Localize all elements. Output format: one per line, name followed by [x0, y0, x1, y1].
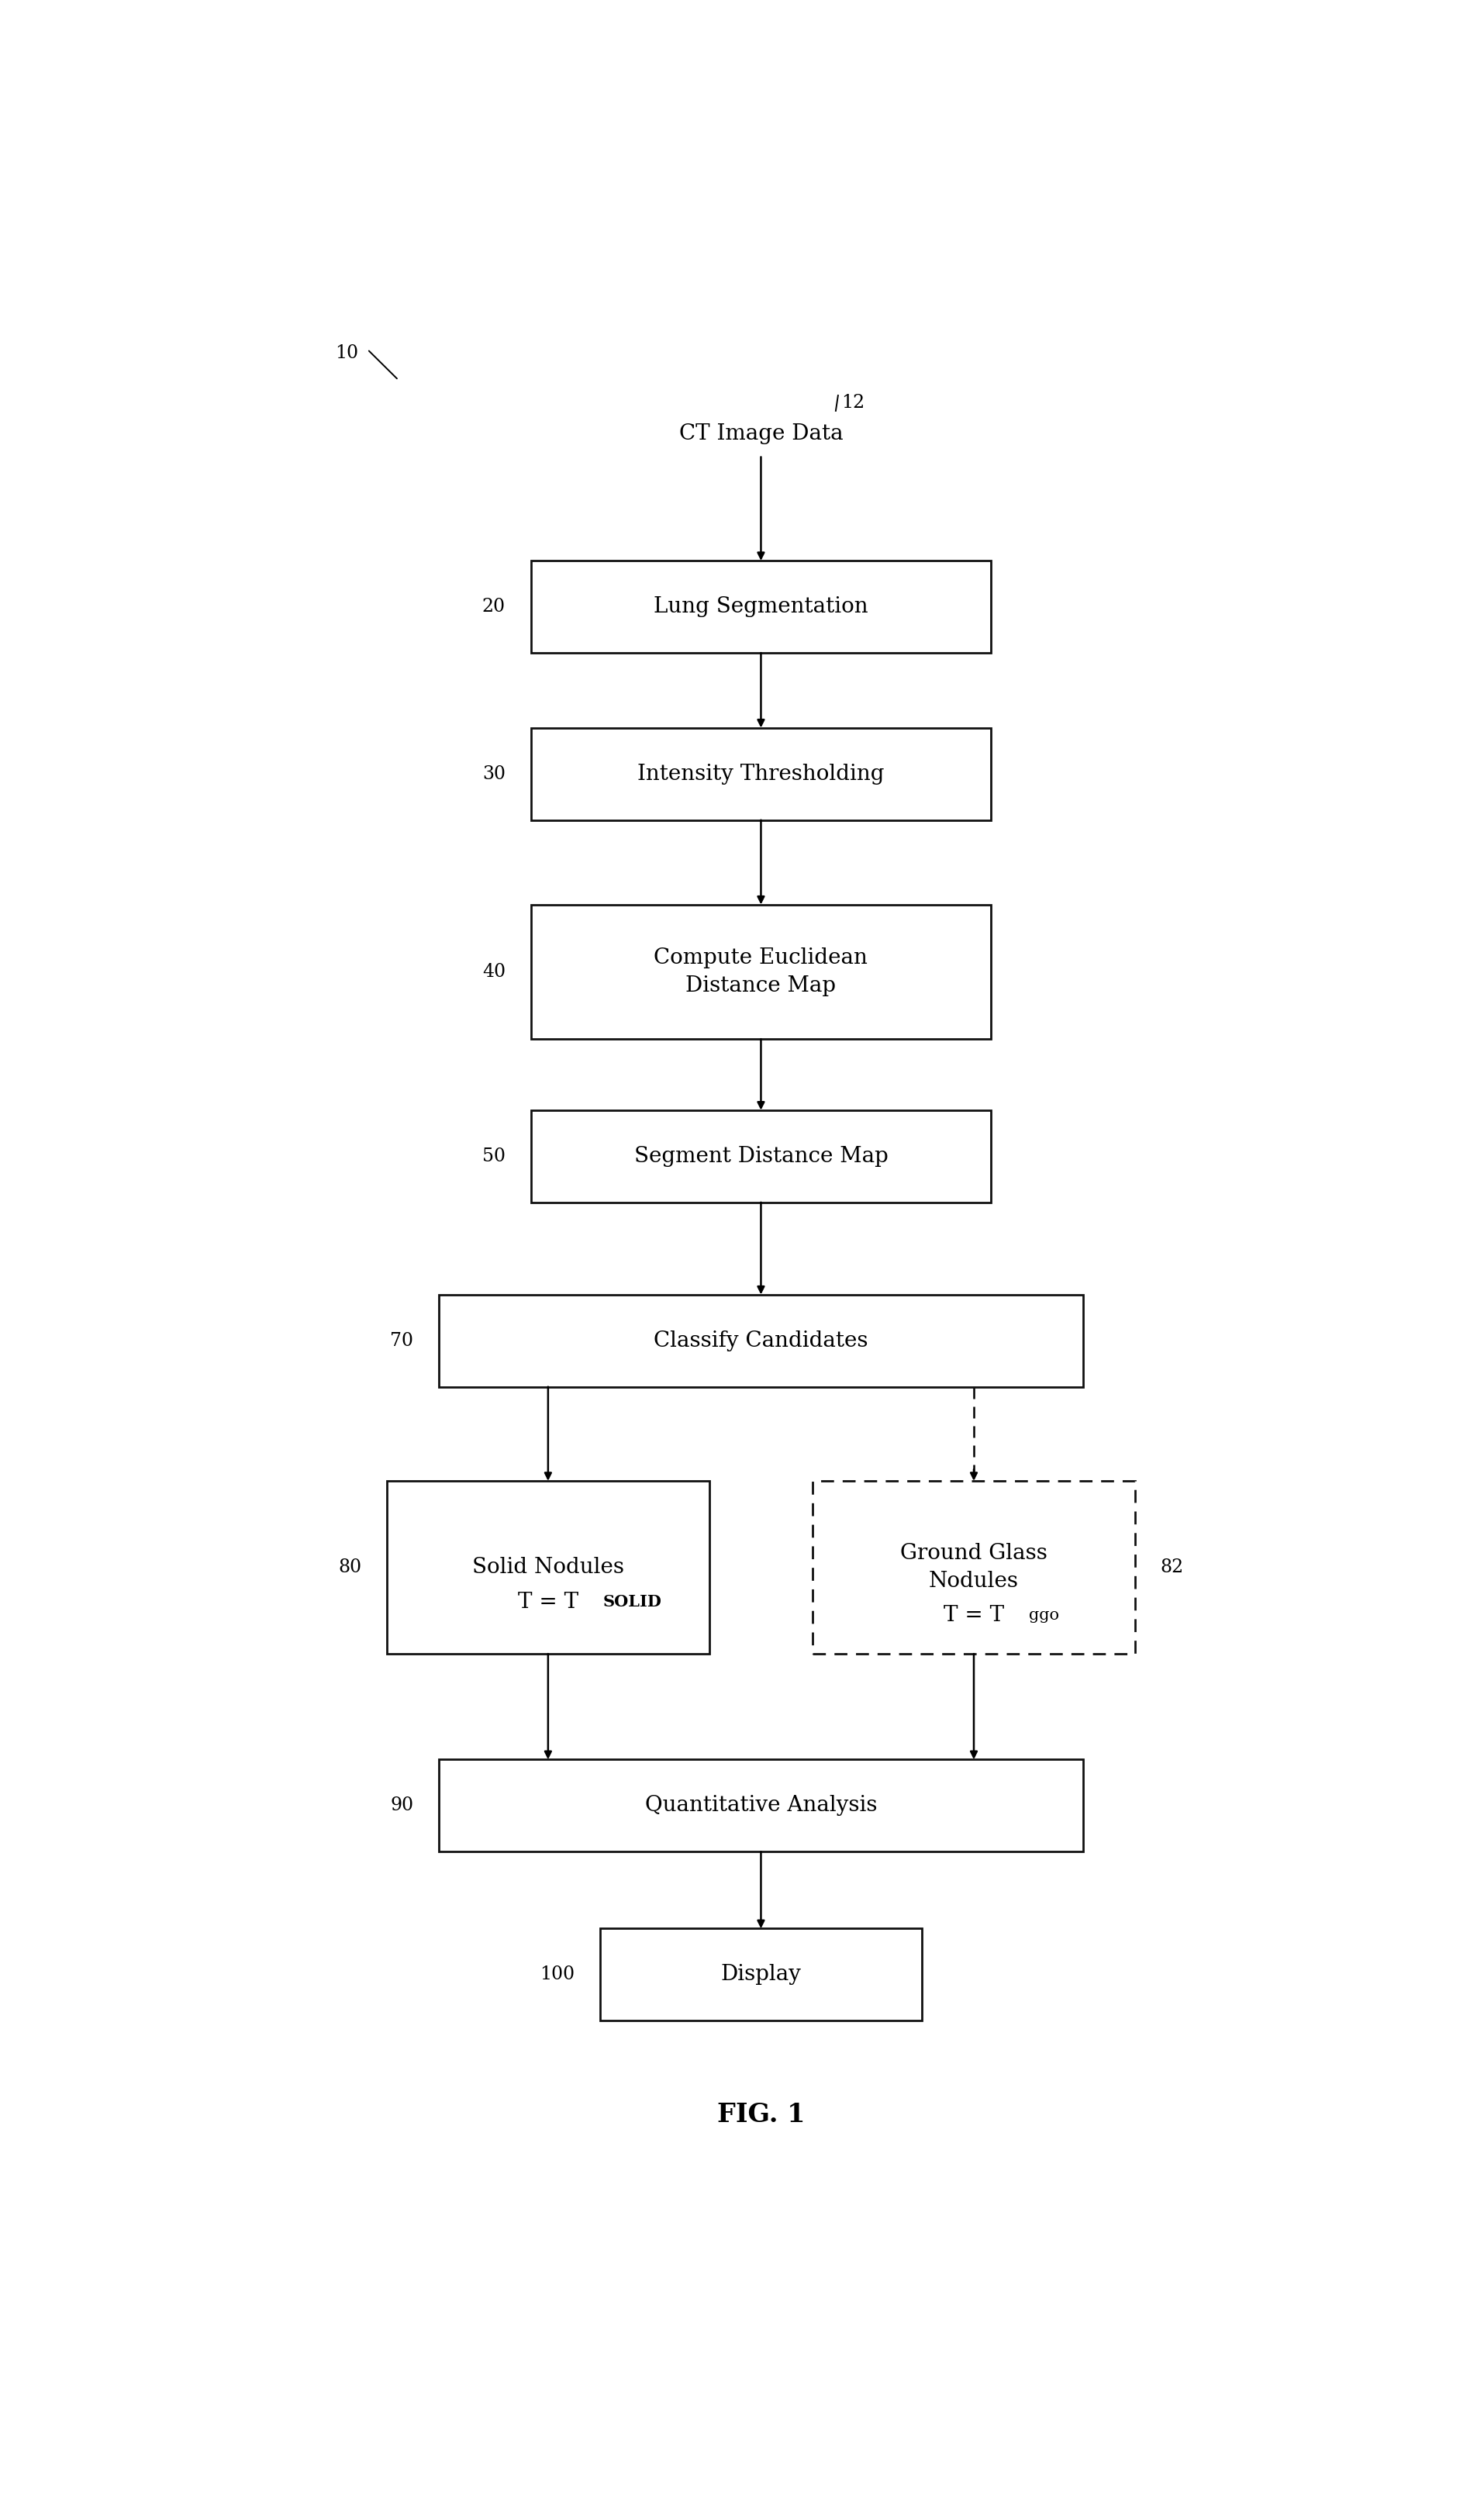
Bar: [812, 1482, 1134, 1654]
Text: Classify Candidates: Classify Candidates: [653, 1330, 868, 1352]
Bar: [387, 1482, 709, 1654]
Text: Quantitative Analysis: Quantitative Analysis: [644, 1794, 877, 1816]
Text: 100: 100: [539, 1966, 574, 1984]
Text: ggo: ggo: [1028, 1607, 1058, 1622]
Text: 70: 70: [390, 1332, 413, 1350]
Text: T = T: T = T: [942, 1604, 1003, 1627]
Text: 30: 30: [482, 766, 505, 783]
Bar: [439, 1759, 1083, 1851]
Text: Intensity Thresholding: Intensity Thresholding: [637, 763, 884, 783]
Bar: [531, 1110, 991, 1203]
Text: 20: 20: [482, 599, 505, 616]
Text: Segment Distance Map: Segment Distance Map: [634, 1145, 887, 1168]
Text: Display: Display: [720, 1964, 801, 1986]
Text: 12: 12: [841, 394, 865, 412]
Text: 90: 90: [390, 1796, 413, 1814]
Text: Solid Nodules: Solid Nodules: [472, 1557, 623, 1577]
Text: Compute Euclidean
Distance Map: Compute Euclidean Distance Map: [653, 948, 868, 996]
Text: SOLID: SOLID: [603, 1594, 662, 1609]
Text: 80: 80: [338, 1559, 362, 1577]
Text: 10: 10: [335, 344, 358, 362]
Bar: [531, 561, 991, 654]
Text: Ground Glass
Nodules: Ground Glass Nodules: [899, 1544, 1046, 1592]
Text: 40: 40: [482, 963, 505, 981]
Text: 82: 82: [1159, 1559, 1183, 1577]
Bar: [600, 1929, 922, 2021]
Bar: [531, 906, 991, 1038]
Text: 50: 50: [482, 1148, 505, 1165]
Text: Lung Segmentation: Lung Segmentation: [653, 596, 868, 616]
Text: T = T: T = T: [518, 1592, 579, 1612]
Text: CT Image Data: CT Image Data: [678, 424, 843, 444]
Text: FIG. 1: FIG. 1: [717, 2103, 804, 2128]
Bar: [439, 1295, 1083, 1387]
Bar: [531, 729, 991, 821]
